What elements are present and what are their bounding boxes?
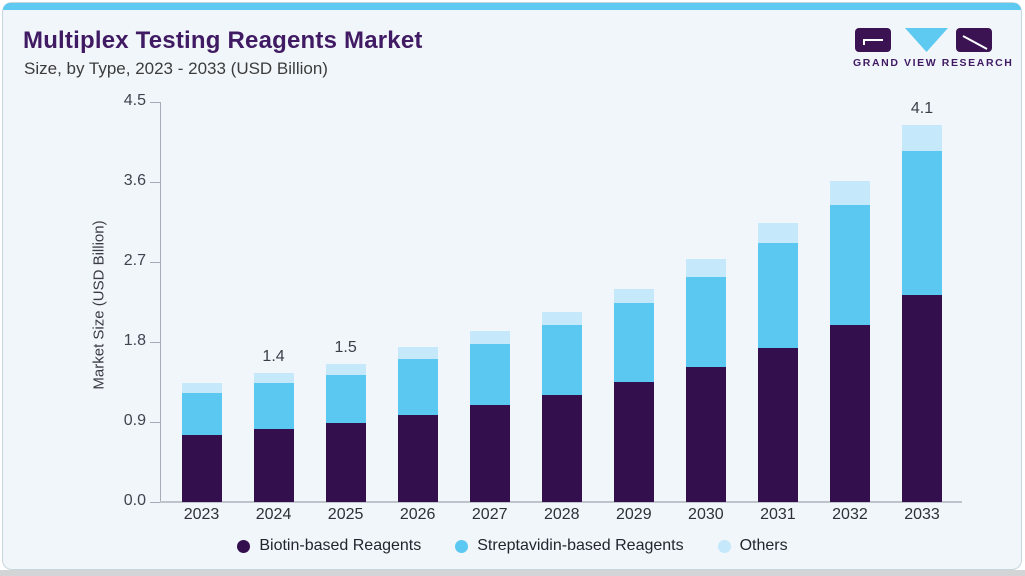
- legend-item: Others: [717, 537, 788, 555]
- bar-segment-2033-streptavidin-based: [902, 151, 942, 295]
- legend-swatch-icon: [455, 539, 469, 553]
- bar-segment-2028-biotin-based: [541, 395, 582, 502]
- bar-segment-2030-streptavidin-based: [685, 276, 726, 367]
- bar-segment-2033-biotin-based: [902, 295, 942, 502]
- legend-label: Biotin-based Reagents: [259, 537, 422, 554]
- y-axis-line: [160, 102, 161, 502]
- legend: Biotin-based Reagents Streptavidin-based …: [0, 537, 1025, 555]
- y-axis-title: Market Size (USD Billion): [90, 220, 108, 390]
- bar-segment-2025-biotin-based: [325, 422, 366, 502]
- year-label: 2026: [399, 506, 436, 523]
- bar-segment-2031-streptavidin-based: [757, 243, 798, 349]
- bar-segment-2023-biotin-based: [181, 434, 222, 502]
- gvr-logo-mark-icon: [855, 28, 992, 52]
- page-title: Multiplex Testing Reagents Market: [23, 27, 423, 54]
- bar-segment-2024-others: [253, 373, 294, 384]
- bar-value-label: 1.5: [334, 339, 357, 356]
- bar-segment-2028-streptavidin-based: [541, 325, 582, 396]
- bar-segment-2029-biotin-based: [613, 382, 654, 502]
- y-tick-mark: [150, 262, 160, 263]
- top-accent-bar: [3, 3, 1021, 10]
- y-tick-mark: [150, 502, 160, 503]
- legend-item: Biotin-based Reagents: [237, 537, 421, 555]
- bar-segment-2032-biotin-based: [829, 325, 870, 502]
- bar-segment-2029-others: [613, 288, 654, 304]
- year-label: 2024: [255, 506, 292, 523]
- bar-segment-2027-streptavidin-based: [469, 343, 510, 406]
- bar-segment-2024-streptavidin-based: [253, 383, 294, 430]
- bar-segment-2026-streptavidin-based: [397, 359, 438, 415]
- bar-segment-2033-others: [902, 124, 942, 152]
- legend-swatch-icon: [237, 539, 251, 553]
- page-subtitle: Size, by Type, 2023 - 2033 (USD Billion): [24, 59, 328, 78]
- y-tick-label: 2.7: [123, 252, 146, 269]
- bar-segment-2030-biotin-based: [685, 366, 726, 502]
- gvr-logo: GRAND VIEW RESEARCH: [853, 28, 1014, 69]
- year-label: 2028: [543, 506, 580, 523]
- bar-segment-2027-others: [469, 330, 510, 344]
- year-label: 2032: [832, 506, 868, 523]
- year-label: 2031: [760, 506, 796, 523]
- bar-value-label: 1.4: [262, 348, 285, 366]
- year-label: 2023: [183, 506, 220, 523]
- legend-label: Streptavidin-based Reagents: [477, 537, 684, 554]
- bar-segment-2028-others: [541, 311, 582, 326]
- bar-segment-2023-streptavidin-based: [181, 392, 222, 435]
- legend-label: Others: [739, 537, 788, 554]
- legend-item: Streptavidin-based Reagents: [455, 537, 684, 555]
- year-label: 2025: [327, 506, 364, 523]
- bar-segment-2026-others: [397, 347, 438, 360]
- bar-segment-2025-others: [325, 364, 366, 376]
- y-tick-mark: [150, 102, 160, 103]
- y-tick-label: 0.9: [123, 412, 146, 429]
- bar-segment-2023-others: [181, 383, 222, 393]
- y-tick-mark: [150, 342, 160, 343]
- legend-swatch-icon: [717, 539, 731, 553]
- y-tick-label: 3.6: [123, 172, 146, 189]
- bar-segment-2031-biotin-based: [757, 348, 798, 502]
- year-label: 2030: [688, 506, 724, 523]
- bar-segment-2032-others: [829, 180, 870, 205]
- bar-segment-2026-biotin-based: [397, 414, 438, 502]
- y-tick-mark: [150, 182, 160, 183]
- y-tick-label: 4.5: [123, 92, 146, 109]
- bar-segment-2031-others: [757, 223, 798, 244]
- x-axis-line: [160, 501, 962, 503]
- year-label: 2033: [904, 506, 940, 523]
- bar-value-label: 4.1: [910, 99, 934, 117]
- y-tick-label: 1.8: [123, 332, 146, 349]
- year-label: 2029: [616, 506, 652, 523]
- y-tick-label: 0.0: [123, 492, 146, 509]
- bar-segment-2024-biotin-based: [253, 429, 294, 502]
- bar-segment-2030-others: [685, 259, 726, 277]
- bar-segment-2027-biotin-based: [469, 405, 510, 502]
- year-label: 2027: [471, 506, 508, 523]
- bar-segment-2025-streptavidin-based: [325, 375, 366, 423]
- bar-segment-2029-streptavidin-based: [613, 303, 654, 383]
- bar-segment-2032-streptavidin-based: [829, 204, 870, 326]
- bottom-strip: [0, 570, 1025, 576]
- gvr-logo-text: GRAND VIEW RESEARCH: [853, 57, 1014, 69]
- y-tick-mark: [150, 422, 160, 423]
